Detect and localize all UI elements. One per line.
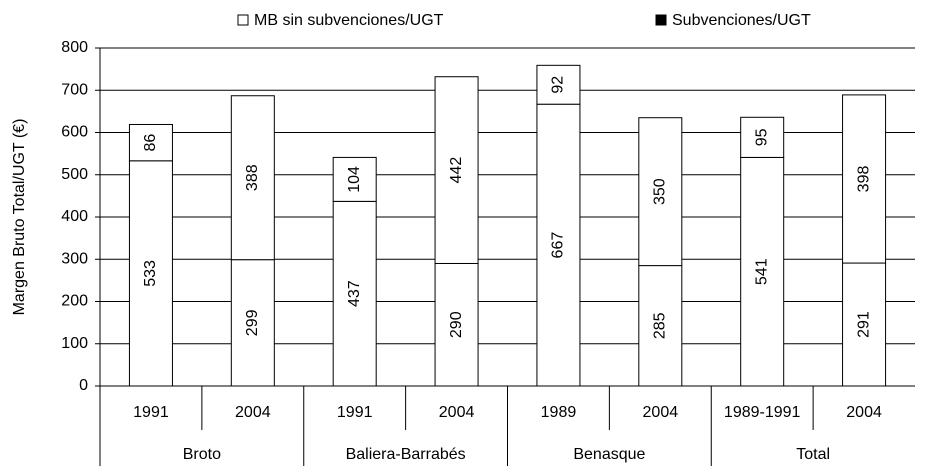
legend-label: Subvenciones/UGT [672,12,811,29]
value-label: 667 [550,232,567,259]
group-label: Broto [183,446,221,463]
y-tick-label: 0 [79,377,88,394]
value-label: 290 [448,311,465,338]
x-tick-label: 1991 [133,404,169,421]
value-label: 95 [753,128,770,146]
group-label: Benasque [573,446,645,463]
bar-segment [740,156,785,387]
bar-segment [230,95,275,261]
value-label: 442 [448,157,465,184]
value-label: 533 [142,260,159,287]
y-tick-label: 200 [61,293,88,310]
bar-segment [230,259,275,387]
value-label: 86 [142,134,159,152]
y-tick-label: 700 [61,81,88,98]
bar-segment [434,76,479,264]
y-tick-label: 300 [61,250,88,267]
group-label: Baliera-Barrabés [346,446,466,463]
y-tick-label: 600 [61,124,88,141]
group-label: Total [796,446,830,463]
x-tick-label: 2004 [439,404,475,421]
bar-segment [536,103,581,387]
x-tick-label: 2004 [846,404,882,421]
legend-marker [655,14,667,26]
y-axis-label: Margen Bruto Total/UGT (€) [11,119,28,316]
legend-label: MB sin subvenciones/UGT [254,12,444,29]
x-tick-label: 2004 [643,404,679,421]
bar-segment [332,156,377,202]
bar-segment [842,262,887,387]
y-tick-label: 400 [61,208,88,225]
x-tick-label: 2004 [235,404,271,421]
value-label: 541 [753,258,770,285]
y-tick-label: 500 [61,166,88,183]
value-label: 104 [346,166,363,193]
value-label: 285 [652,312,669,339]
value-label: 388 [244,164,261,191]
value-label: 398 [855,166,872,193]
y-tick-label: 800 [61,39,88,56]
bar-segment [740,116,785,158]
x-tick-label: 1989-1991 [724,404,801,421]
bar-segment [638,117,683,267]
value-label: 299 [244,309,261,336]
bar-segment [332,200,377,387]
value-label: 291 [855,311,872,338]
x-tick-label: 1991 [337,404,373,421]
x-tick-label: 1989 [541,404,577,421]
value-label: 92 [550,76,567,94]
value-label: 437 [346,280,363,307]
bar-segment [842,94,887,264]
bar-segment [128,123,173,162]
legend-marker [237,14,249,26]
y-tick-label: 100 [61,335,88,352]
bar-segment [536,64,581,105]
bar-segment [434,262,479,387]
value-label: 350 [652,178,669,205]
